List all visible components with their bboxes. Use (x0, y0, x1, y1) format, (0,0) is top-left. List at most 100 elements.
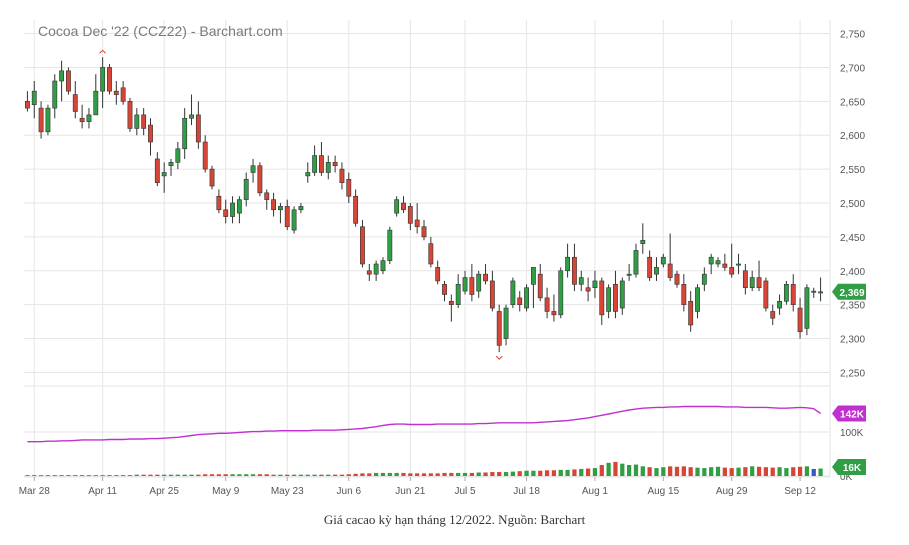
volume-bar (770, 467, 775, 476)
candle-body (387, 229, 393, 261)
volume-bar (517, 471, 522, 476)
volume-bar (804, 466, 810, 476)
candle (688, 291, 694, 332)
candle (31, 81, 37, 119)
candle-body (804, 287, 810, 329)
candle (435, 260, 441, 285)
candle (558, 267, 564, 319)
volume-bar (592, 468, 598, 476)
candle-body (24, 101, 30, 109)
price-tick-label: 2,750 (840, 30, 865, 41)
candle (770, 304, 776, 325)
candle-body (339, 168, 345, 183)
volume-bar (510, 471, 516, 476)
candle (141, 108, 147, 136)
candle-body (407, 206, 413, 224)
candle-body (476, 273, 482, 292)
volume-bar (230, 474, 235, 476)
candle (250, 158, 256, 183)
candle-body (325, 162, 331, 173)
volume-bar (497, 472, 502, 476)
candle-body (31, 90, 37, 106)
candle-body (134, 114, 140, 129)
volume-bar (86, 475, 92, 476)
candle-body (749, 277, 755, 289)
candle-body (79, 117, 85, 122)
volume-bar (579, 468, 584, 476)
candle-body (107, 67, 112, 92)
candle (674, 270, 680, 288)
candle-body (223, 209, 229, 217)
candle (312, 145, 318, 176)
volume-badge: 16K (832, 458, 866, 475)
volume-bar (100, 475, 105, 476)
candle (654, 257, 659, 281)
candle-body (366, 270, 372, 275)
candle (667, 233, 673, 281)
volume-bar (695, 467, 700, 476)
candle-body (66, 70, 71, 92)
candle (647, 250, 653, 281)
volume-bar (722, 467, 727, 476)
volume-bar (285, 474, 290, 476)
candle-body (756, 277, 762, 289)
volume-bar (162, 474, 167, 476)
volume-bar (421, 473, 427, 476)
candle-body (578, 277, 584, 285)
volume-bar (168, 474, 174, 476)
candle (360, 219, 365, 268)
volume-bar (387, 472, 392, 476)
time-tick-label: Apr 11 (88, 486, 117, 497)
candle-body (182, 117, 188, 150)
candle (578, 270, 584, 292)
candle (161, 162, 167, 193)
candle-body (763, 280, 769, 309)
candle (448, 294, 454, 322)
volume-bar (298, 474, 304, 476)
candle (489, 270, 495, 312)
open-interest-line (27, 405, 821, 443)
volume-bar (25, 475, 30, 476)
volume-bar (763, 467, 768, 476)
candle-body (189, 114, 194, 119)
volume-bar (544, 470, 550, 476)
volume-bar (394, 472, 399, 476)
volume-bar (121, 475, 126, 476)
candle-body (168, 162, 174, 167)
volume-bar (93, 475, 98, 476)
candle-body (127, 101, 133, 129)
volume-bar (606, 462, 611, 476)
candle (319, 142, 324, 176)
candle (332, 155, 338, 173)
candle-body (421, 226, 427, 238)
candle-body (722, 263, 728, 268)
candles-layer (24, 49, 824, 360)
candle-body (729, 267, 735, 275)
volume-bar (209, 474, 215, 476)
candle (483, 264, 488, 285)
volume-bar (66, 475, 71, 476)
candle-body (455, 284, 461, 305)
volume-tick-label: 0K (840, 472, 853, 483)
volume-bar (654, 468, 659, 476)
figure-caption: Giá cacao kỳ hạn tháng 12/2022. Nguồn: B… (323, 512, 586, 527)
candle-body (462, 277, 468, 292)
candle-body (257, 165, 263, 194)
volume-bar (531, 470, 536, 476)
candle (462, 270, 468, 295)
candle (291, 206, 297, 234)
candle-body (428, 243, 434, 265)
candle (722, 253, 728, 271)
candle (175, 142, 181, 170)
candle (277, 203, 283, 224)
volume-bar (490, 472, 495, 476)
candle-body (346, 178, 352, 197)
candle (599, 277, 605, 325)
candle (469, 264, 475, 302)
volume-bar (633, 464, 639, 476)
volume-bar (291, 474, 297, 476)
price-tick-label: 2,400 (840, 267, 865, 278)
volume-bar (59, 475, 64, 476)
candle-body (59, 70, 65, 82)
volume-bar (715, 466, 721, 476)
